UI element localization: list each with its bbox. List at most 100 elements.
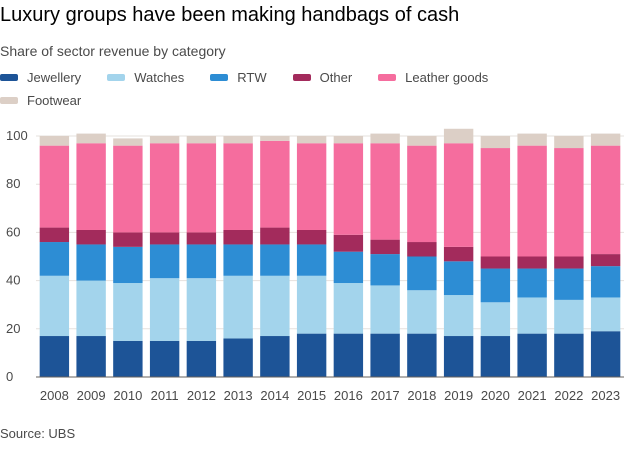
legend-label: Watches bbox=[134, 69, 185, 85]
bar-segment-rtw bbox=[223, 244, 253, 276]
x-tick-label: 2012 bbox=[187, 388, 216, 403]
bar-segment-other bbox=[76, 229, 106, 245]
bar-segment-footwear bbox=[296, 136, 327, 144]
bar-segment-other bbox=[333, 234, 364, 252]
legend-label: Leather goods bbox=[405, 69, 489, 85]
bar-segment-leather-goods bbox=[113, 145, 143, 233]
bar-segment-footwear bbox=[186, 136, 217, 144]
y-tick-label: 0 bbox=[6, 369, 13, 384]
bar-segment-jewellery bbox=[480, 336, 511, 377]
bar-segment-footwear bbox=[113, 138, 143, 146]
bar-segment-jewellery bbox=[554, 333, 584, 377]
bar-segment-watches bbox=[480, 302, 511, 337]
bar-segment-jewellery bbox=[590, 331, 621, 377]
bar-segment-watches bbox=[590, 297, 621, 332]
bar-segment-leather-goods bbox=[590, 145, 621, 255]
bar-segment-other bbox=[186, 232, 217, 245]
bar-segment-rtw bbox=[554, 268, 584, 300]
bar-segment-rtw bbox=[443, 261, 474, 296]
bar-segment-watches bbox=[554, 299, 584, 334]
bar-segment-rtw bbox=[39, 242, 70, 276]
bar-segment-other bbox=[517, 256, 547, 269]
bar-segment-footwear bbox=[554, 136, 584, 149]
bar-segment-other bbox=[554, 256, 584, 269]
chart-source: Source: UBS bbox=[0, 426, 76, 441]
bar-segment-rtw bbox=[76, 244, 106, 281]
bar-segment-footwear bbox=[76, 133, 106, 144]
bar-segment-rtw bbox=[370, 254, 400, 286]
chart-legend: Jewellery Watches RTW Other Leather goods Foo… bbox=[0, 68, 560, 109]
x-tick-label: 2008 bbox=[40, 388, 69, 403]
bar-segment-footwear bbox=[480, 136, 511, 149]
legend-label: RTW bbox=[237, 69, 267, 85]
bar-segment-jewellery bbox=[370, 333, 400, 377]
legend-label: Other bbox=[319, 69, 353, 85]
bar-segment-leather-goods bbox=[76, 143, 106, 230]
bar-segment-rtw bbox=[186, 244, 217, 279]
bar-segment-jewellery bbox=[76, 336, 106, 377]
bar-segment-watches bbox=[370, 285, 400, 334]
legend-item: Footwear bbox=[0, 91, 81, 109]
y-tick-label: 20 bbox=[6, 321, 20, 336]
bar-segment-other bbox=[480, 256, 511, 269]
x-tick-label: 2023 bbox=[591, 388, 620, 403]
bar-segment-watches bbox=[517, 297, 547, 334]
bar-segment-rtw bbox=[407, 256, 437, 291]
bar-segment-watches bbox=[149, 278, 180, 341]
bar-segment-footwear bbox=[407, 136, 437, 146]
bar-segment-watches bbox=[443, 295, 474, 337]
bar-segment-other bbox=[149, 232, 180, 245]
bar-segment-leather-goods bbox=[517, 145, 547, 257]
bar-segment-rtw bbox=[590, 266, 621, 298]
bar-segment-footwear bbox=[333, 136, 364, 144]
bar-segment-jewellery bbox=[149, 340, 180, 377]
bar-segment-other bbox=[590, 254, 621, 267]
bar-segment-leather-goods bbox=[186, 143, 217, 233]
bar-segment-watches bbox=[223, 275, 253, 339]
bar-segment-other bbox=[113, 232, 143, 247]
legend-item: RTW bbox=[210, 68, 267, 86]
bar-segment-jewellery bbox=[333, 333, 364, 377]
y-tick-label: 80 bbox=[6, 176, 20, 191]
bar-segment-watches bbox=[296, 275, 327, 334]
bar-segment-footwear bbox=[39, 136, 70, 146]
legend-swatch bbox=[210, 73, 229, 81]
bar-segment-footwear bbox=[260, 136, 290, 141]
bar-segment-leather-goods bbox=[480, 148, 511, 257]
legend-swatch bbox=[292, 73, 311, 81]
legend-label: Jewellery bbox=[27, 69, 82, 85]
legend-item: Watches bbox=[107, 68, 184, 86]
bar-segment-leather-goods bbox=[443, 143, 474, 247]
x-tick-label: 2014 bbox=[260, 388, 289, 403]
bar-segment-leather-goods bbox=[223, 143, 253, 230]
legend-swatch bbox=[107, 73, 126, 81]
x-tick-label: 2019 bbox=[444, 388, 473, 403]
bar-segment-jewellery bbox=[113, 340, 143, 377]
bar-segment-jewellery bbox=[443, 336, 474, 377]
bar-segment-jewellery bbox=[39, 336, 70, 377]
bar-segment-watches bbox=[76, 280, 106, 337]
bar-segment-leather-goods bbox=[554, 148, 584, 257]
legend-item: Leather goods bbox=[378, 68, 488, 86]
legend-item: Jewellery bbox=[0, 68, 81, 86]
bar-segment-watches bbox=[260, 275, 290, 337]
bar-segment-rtw bbox=[260, 244, 290, 276]
bar-segment-other bbox=[39, 227, 70, 243]
x-tick-label: 2011 bbox=[151, 388, 179, 403]
bar-segment-rtw bbox=[480, 268, 511, 303]
bar-segment-jewellery bbox=[296, 333, 327, 377]
bar-segment-watches bbox=[186, 278, 217, 341]
x-tick-label: 2017 bbox=[371, 388, 400, 403]
legend-item: Other bbox=[292, 68, 353, 86]
bar-segment-watches bbox=[407, 290, 437, 334]
bar-segment-other bbox=[260, 227, 290, 245]
x-tick-label: 2016 bbox=[334, 388, 363, 403]
bar-segment-leather-goods bbox=[260, 140, 290, 228]
x-tick-label: 2010 bbox=[113, 388, 142, 403]
bar-segment-jewellery bbox=[223, 338, 253, 377]
bar-segment-other bbox=[407, 242, 437, 257]
bar-segment-other bbox=[370, 239, 400, 255]
bar-segment-jewellery bbox=[407, 333, 437, 377]
bar-segment-footwear bbox=[223, 136, 253, 144]
legend-swatch bbox=[378, 73, 397, 81]
